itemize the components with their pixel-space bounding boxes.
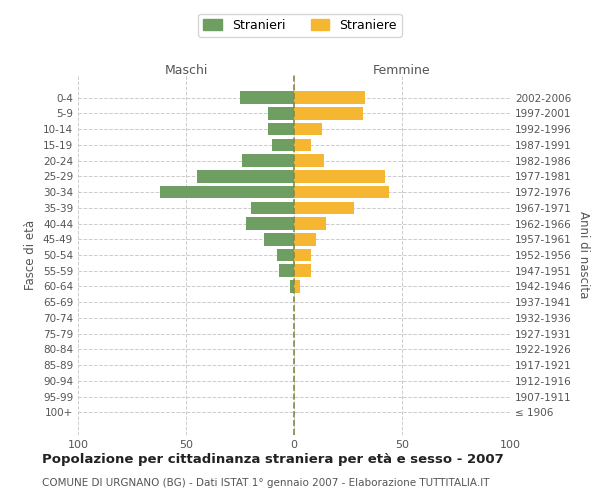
Text: COMUNE DI URGNANO (BG) - Dati ISTAT 1° gennaio 2007 - Elaborazione TUTTITALIA.IT: COMUNE DI URGNANO (BG) - Dati ISTAT 1° g… xyxy=(42,478,490,488)
Bar xyxy=(197,170,294,182)
Bar xyxy=(294,248,311,262)
Bar xyxy=(294,280,301,293)
Bar xyxy=(294,138,311,151)
Y-axis label: Fasce di età: Fasce di età xyxy=(25,220,37,290)
Text: Maschi: Maschi xyxy=(164,64,208,77)
Legend: Stranieri, Straniere: Stranieri, Straniere xyxy=(198,14,402,37)
Bar xyxy=(272,138,294,151)
Bar xyxy=(290,280,294,293)
Bar xyxy=(294,202,355,214)
Bar xyxy=(240,92,294,104)
Bar xyxy=(242,154,294,167)
Bar xyxy=(277,248,294,262)
Bar xyxy=(294,92,365,104)
Bar xyxy=(268,123,294,136)
Bar xyxy=(294,217,326,230)
Bar xyxy=(294,154,324,167)
Bar xyxy=(264,233,294,245)
Bar xyxy=(268,107,294,120)
Bar xyxy=(294,107,363,120)
Bar xyxy=(294,170,385,182)
Y-axis label: Anni di nascita: Anni di nascita xyxy=(577,212,590,298)
Bar xyxy=(251,202,294,214)
Text: Femmine: Femmine xyxy=(373,64,431,77)
Bar xyxy=(294,264,311,277)
Bar xyxy=(160,186,294,198)
Bar xyxy=(279,264,294,277)
Bar xyxy=(294,123,322,136)
Bar xyxy=(294,186,389,198)
Bar xyxy=(247,217,294,230)
Text: Popolazione per cittadinanza straniera per età e sesso - 2007: Popolazione per cittadinanza straniera p… xyxy=(42,452,504,466)
Bar xyxy=(294,233,316,245)
